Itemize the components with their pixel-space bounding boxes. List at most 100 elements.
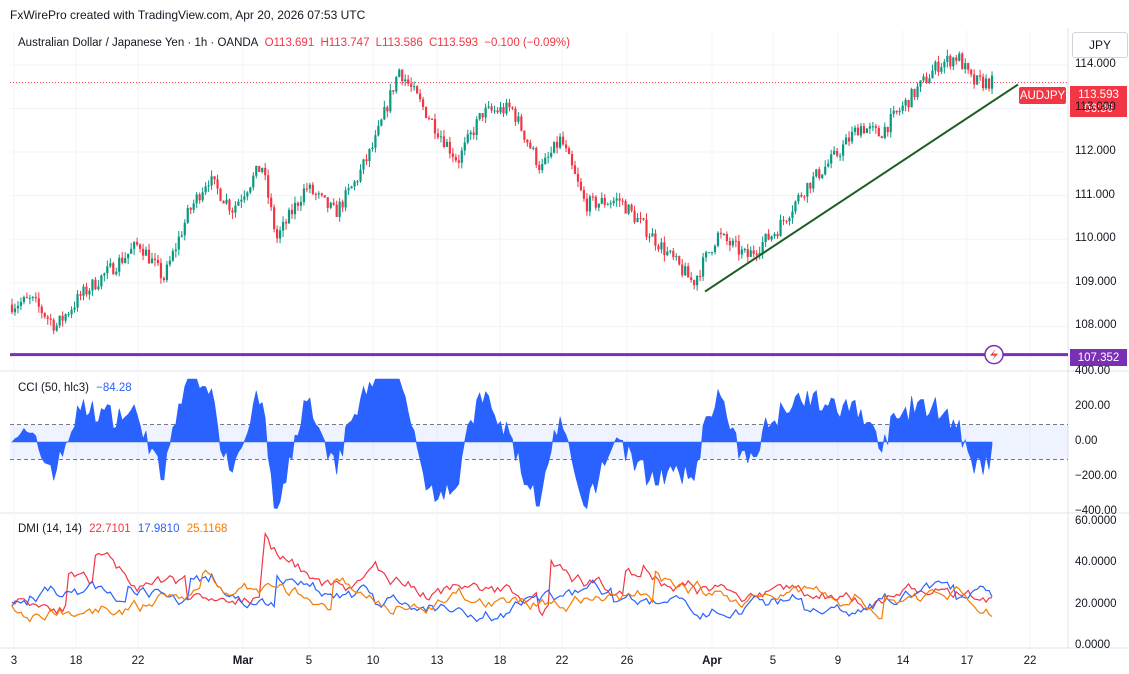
candle-body: [904, 99, 907, 106]
candle-body: [836, 150, 839, 156]
candle-body: [961, 53, 964, 70]
candle-body: [350, 186, 353, 189]
candle-body: [621, 200, 624, 202]
candle-body: [582, 189, 586, 199]
candle-body: [731, 240, 734, 246]
time-axis-label: 3: [10, 655, 18, 667]
candle-body: [970, 69, 973, 75]
candle-body: [892, 110, 895, 114]
candle-body: [839, 155, 842, 157]
candle-body: [493, 110, 496, 112]
candle-body: [538, 164, 541, 170]
candle-body: [52, 319, 55, 331]
candle-body: [910, 89, 913, 108]
candle-body: [728, 241, 731, 246]
price-axis-label: 113.000: [1075, 101, 1116, 114]
candle-body: [642, 218, 645, 220]
candle-body: [666, 251, 669, 256]
candle-body: [109, 263, 112, 267]
candle-body: [976, 75, 979, 85]
candle-body: [460, 150, 463, 163]
candle-body: [273, 207, 276, 230]
candle-body: [979, 75, 982, 77]
dmi-minus-value: 17.9810: [137, 523, 180, 535]
candle-body: [758, 252, 761, 256]
candle-body: [427, 117, 431, 119]
time-axis-label: 17: [960, 655, 974, 667]
candle-body: [981, 76, 985, 89]
candle-body: [180, 235, 183, 237]
candle-body: [207, 185, 210, 187]
candle-body: [392, 90, 395, 92]
candle-body: [407, 79, 410, 84]
candle-body: [466, 134, 469, 143]
candle-body: [773, 234, 776, 237]
candle-body: [669, 250, 672, 252]
dmi-title: DMI (14, 14): [18, 523, 82, 535]
price-axis-label: 112.000: [1075, 145, 1116, 158]
time-axis-label: 18: [69, 655, 83, 667]
candle-body: [73, 307, 76, 310]
candle-body: [317, 193, 320, 195]
time-axis-label: 13: [430, 655, 444, 667]
candle-body: [633, 210, 636, 223]
candle-body: [16, 305, 20, 309]
candle-body: [615, 198, 618, 201]
candle-body: [299, 201, 303, 206]
candle-body: [338, 201, 341, 217]
candle-body: [136, 242, 139, 245]
candle-body: [600, 197, 603, 204]
candle-body: [544, 157, 547, 165]
candle-body: [448, 141, 451, 154]
candle-body: [913, 89, 916, 98]
candle-body: [919, 80, 922, 87]
candle-body: [225, 199, 228, 204]
candle-body: [159, 263, 163, 279]
candle-body: [806, 182, 809, 197]
candle-body: [88, 290, 91, 295]
candle-body: [13, 308, 17, 313]
candle-body: [451, 153, 454, 157]
candle-body: [147, 249, 151, 264]
candle-body: [234, 205, 237, 213]
candle-body: [264, 168, 267, 176]
candle-body: [124, 258, 127, 263]
candle-body: [401, 69, 404, 82]
candle-body: [55, 325, 58, 331]
candle-body: [627, 204, 630, 214]
candle-body: [922, 76, 925, 81]
candle-body: [704, 252, 708, 258]
candle-body: [335, 204, 338, 217]
change-value: −0.100 (−0.09%): [484, 37, 570, 49]
candle-body: [439, 136, 443, 138]
candle-body: [61, 315, 64, 321]
candle-body: [880, 136, 883, 139]
candle-body: [681, 264, 684, 276]
candle-body: [118, 257, 121, 272]
time-axis-label: 10: [366, 655, 380, 667]
candle-body: [928, 78, 931, 84]
candle-body: [281, 221, 285, 231]
time-axis-label: 22: [555, 655, 569, 667]
cci-axis-label: 0.00: [1075, 435, 1098, 447]
candle-body: [168, 260, 171, 265]
candle-body: [231, 210, 234, 213]
cci-area: [11, 378, 993, 510]
candle-body: [645, 219, 648, 237]
currency-button[interactable]: JPY: [1072, 32, 1128, 58]
candle-body: [344, 190, 347, 208]
candle-body: [821, 174, 824, 179]
candle-body: [210, 176, 213, 186]
cci-value: −84.28: [96, 382, 132, 394]
candle-body: [40, 306, 43, 314]
candle-body: [115, 271, 118, 275]
candle-body: [359, 169, 362, 182]
candle-body: [764, 233, 767, 243]
candle-body: [287, 209, 291, 224]
candle-body: [630, 204, 633, 211]
price-axis-label: 110.000: [1075, 232, 1116, 245]
candle-body: [97, 286, 100, 290]
candle-body: [416, 86, 419, 94]
bar-countdown: 06:36: [1084, 102, 1113, 115]
